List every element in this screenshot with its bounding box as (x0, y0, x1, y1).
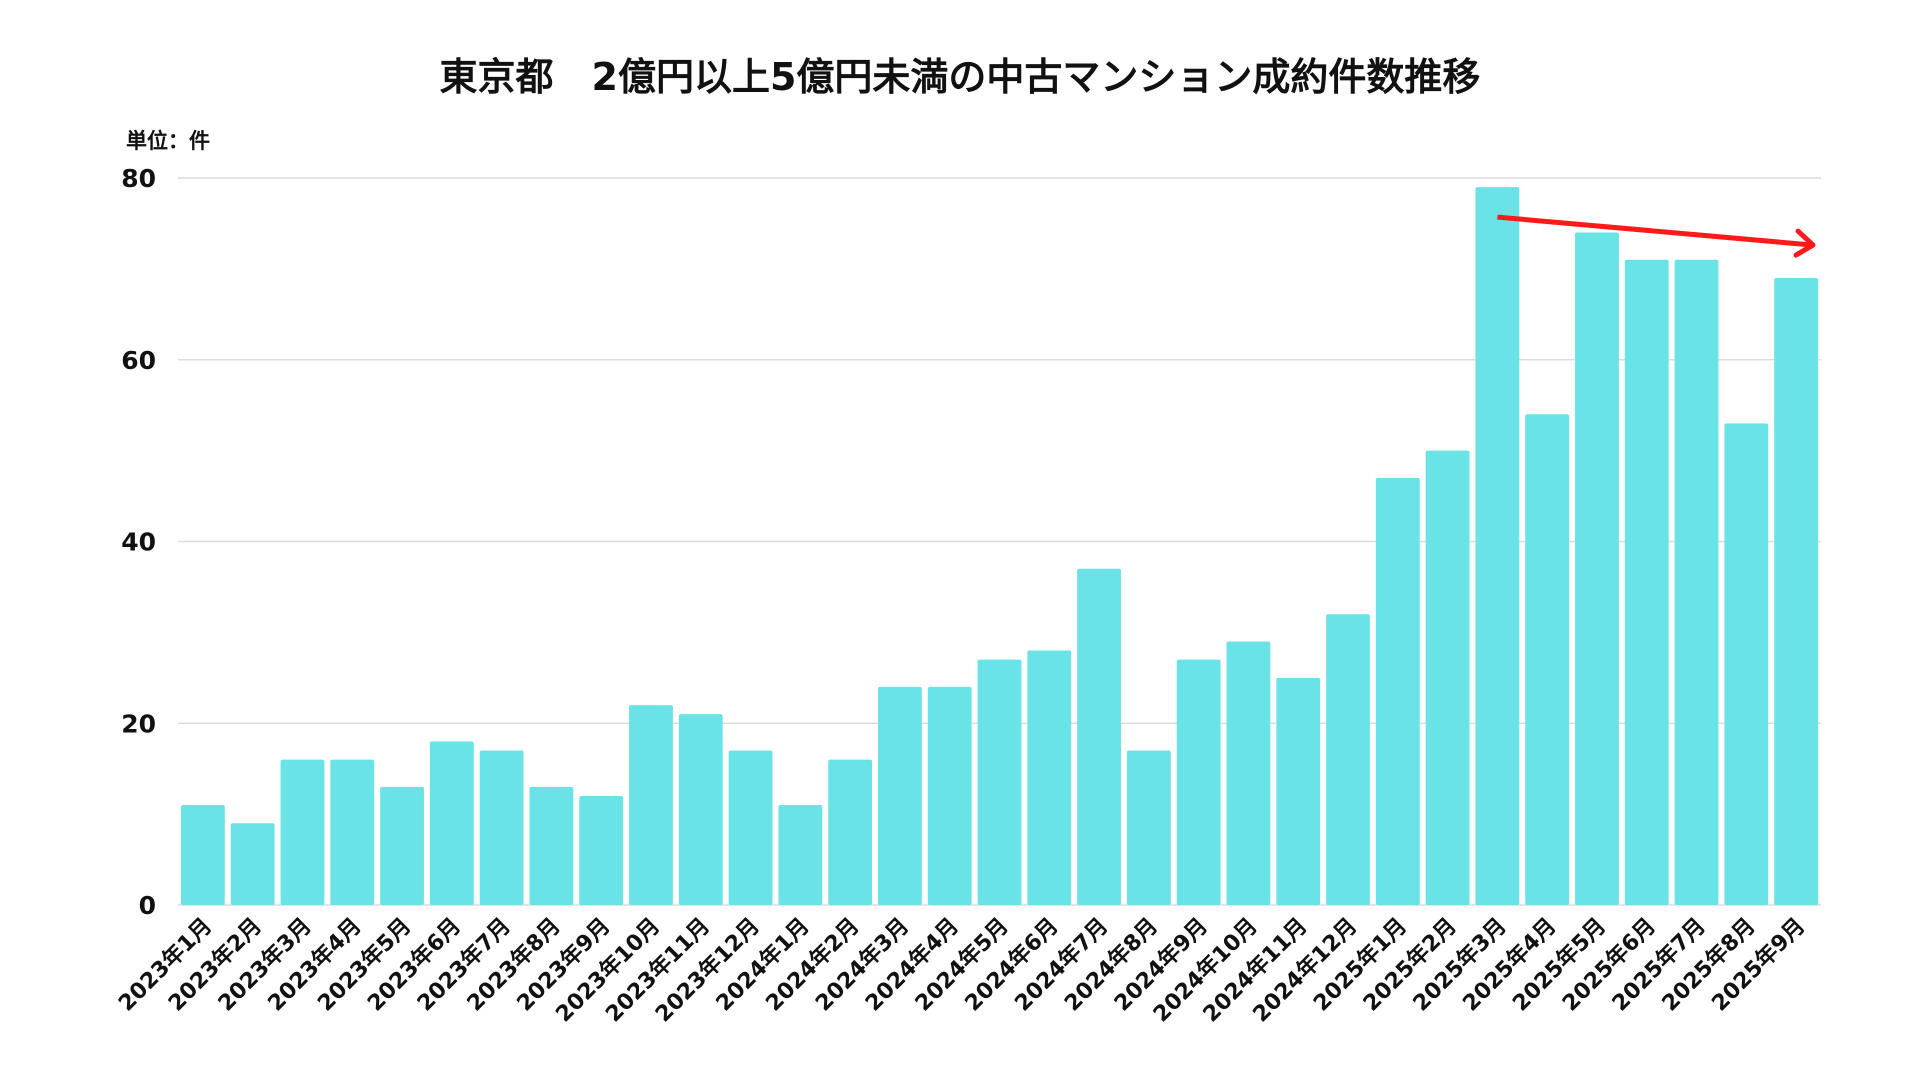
bar (1126, 750, 1171, 905)
trend-arrow (1497, 214, 1814, 248)
bar (728, 750, 773, 905)
bar (529, 786, 574, 905)
y-tick-label: 40 (121, 528, 156, 557)
bar (1724, 423, 1769, 905)
bar (1425, 450, 1470, 905)
y-tick-label: 20 (121, 709, 156, 738)
arrow-head-icon (1793, 228, 1816, 258)
bar (180, 805, 225, 905)
bar (1276, 677, 1321, 905)
bar (1176, 659, 1221, 905)
bar (828, 759, 873, 905)
bar (1077, 568, 1121, 905)
y-tick-label: 0 (139, 891, 156, 920)
bar (479, 750, 524, 905)
bar (1624, 259, 1669, 906)
bar (1027, 650, 1072, 905)
bar (330, 759, 375, 905)
y-tick-label: 60 (121, 346, 156, 375)
bar (678, 714, 723, 905)
bar (1575, 232, 1619, 905)
bar (977, 659, 1022, 905)
y-tick-label: 80 (121, 164, 156, 193)
unit-label: 単位：件 (126, 129, 210, 153)
bar (1326, 614, 1370, 905)
bar (579, 795, 624, 905)
bar (1226, 641, 1271, 905)
bar (629, 705, 673, 905)
bar (380, 786, 424, 905)
bar (878, 686, 922, 905)
bar (230, 823, 275, 905)
bar (280, 759, 325, 905)
bar (1475, 187, 1520, 905)
bar (927, 686, 972, 905)
bar (1674, 259, 1719, 906)
bar (1774, 277, 1819, 905)
bar (778, 805, 823, 905)
bar (1375, 477, 1420, 905)
bar (1525, 414, 1570, 905)
chart-title: 東京都 2億円以上5億円未満の中古マンション成約件数推移 (440, 55, 1481, 99)
bar (429, 741, 474, 905)
